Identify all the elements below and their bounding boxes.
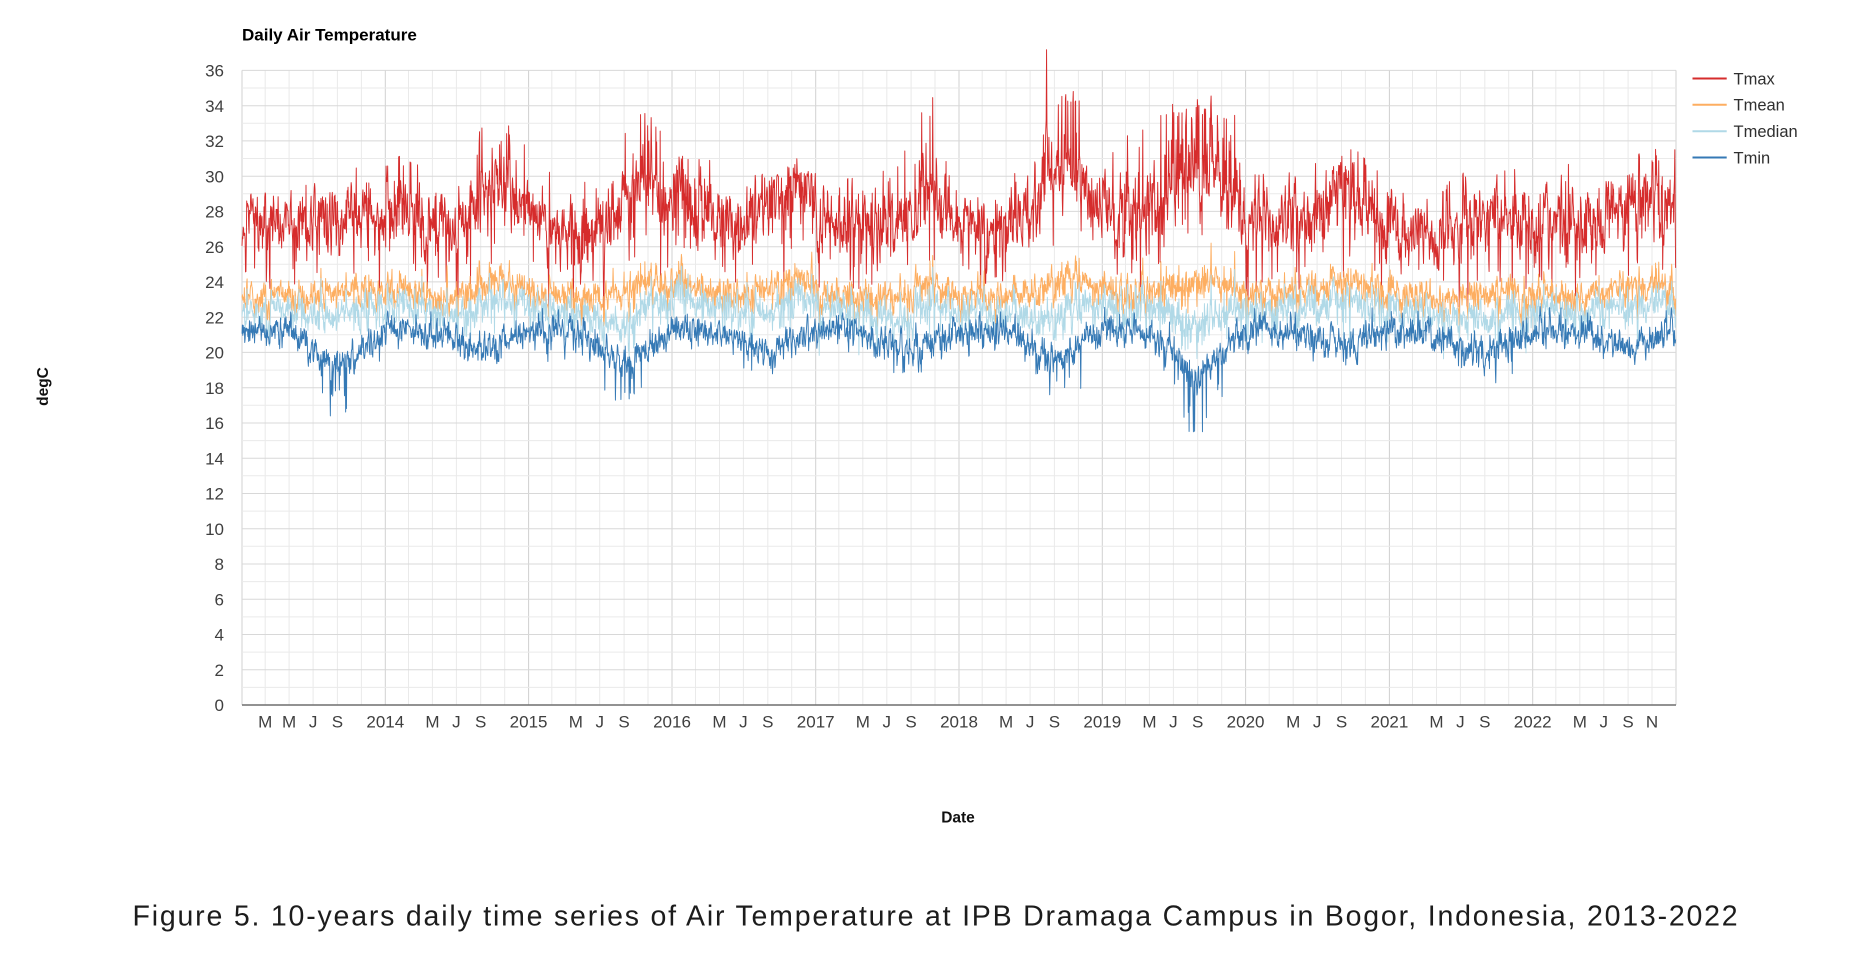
svg-text:30: 30 [205, 167, 224, 186]
svg-text:S: S [1049, 713, 1060, 732]
svg-text:18: 18 [205, 379, 224, 398]
svg-text:12: 12 [205, 485, 224, 504]
svg-text:J: J [452, 713, 461, 732]
svg-text:J: J [739, 713, 748, 732]
svg-text:Daily Air Temperature: Daily Air Temperature [242, 25, 417, 44]
svg-text:8: 8 [215, 555, 224, 574]
svg-text:M: M [1429, 713, 1443, 732]
svg-text:N: N [1646, 713, 1658, 732]
svg-text:M: M [1573, 713, 1587, 732]
svg-text:26: 26 [205, 238, 224, 257]
svg-text:2015: 2015 [510, 713, 548, 732]
svg-text:Figure 5. 10-years daily time: Figure 5. 10-years daily time series of … [133, 900, 1740, 932]
svg-text:J: J [1456, 713, 1465, 732]
svg-text:M: M [425, 713, 439, 732]
svg-text:S: S [1336, 713, 1347, 732]
svg-text:S: S [475, 713, 486, 732]
svg-text:Tmin: Tmin [1734, 149, 1771, 167]
svg-text:S: S [1479, 713, 1490, 732]
svg-text:J: J [883, 713, 892, 732]
svg-text:22: 22 [205, 308, 224, 327]
svg-text:28: 28 [205, 203, 224, 222]
svg-text:M: M [999, 713, 1013, 732]
svg-text:2018: 2018 [940, 713, 978, 732]
svg-text:34: 34 [205, 97, 224, 116]
svg-text:S: S [332, 713, 343, 732]
svg-text:0: 0 [215, 696, 224, 715]
svg-text:2021: 2021 [1370, 713, 1408, 732]
svg-text:M: M [712, 713, 726, 732]
svg-text:Tmedian: Tmedian [1734, 123, 1798, 141]
svg-text:36: 36 [205, 62, 224, 81]
svg-text:M: M [856, 713, 870, 732]
svg-text:2020: 2020 [1227, 713, 1265, 732]
svg-text:4: 4 [215, 626, 224, 645]
svg-text:S: S [1192, 713, 1203, 732]
svg-text:S: S [905, 713, 916, 732]
svg-text:M: M [569, 713, 583, 732]
svg-text:2019: 2019 [1083, 713, 1121, 732]
svg-text:Tmax: Tmax [1734, 70, 1776, 88]
svg-text:M: M [1286, 713, 1300, 732]
svg-text:J: J [309, 713, 318, 732]
svg-text:2017: 2017 [797, 713, 835, 732]
svg-text:S: S [762, 713, 773, 732]
svg-text:M: M [258, 713, 272, 732]
svg-text:J: J [595, 713, 604, 732]
svg-text:J: J [1313, 713, 1322, 732]
svg-text:24: 24 [205, 273, 224, 292]
svg-text:J: J [1026, 713, 1035, 732]
svg-text:16: 16 [205, 414, 224, 433]
svg-text:20: 20 [205, 344, 224, 363]
svg-text:2: 2 [215, 661, 224, 680]
svg-text:degC: degC [35, 367, 52, 406]
svg-text:10: 10 [205, 520, 224, 539]
svg-text:M: M [1142, 713, 1156, 732]
svg-text:2022: 2022 [1514, 713, 1552, 732]
svg-text:S: S [618, 713, 629, 732]
svg-text:S: S [1622, 713, 1633, 732]
svg-text:2016: 2016 [653, 713, 691, 732]
svg-text:M: M [282, 713, 296, 732]
svg-text:Date: Date [941, 809, 975, 826]
svg-text:32: 32 [205, 132, 224, 151]
svg-text:6: 6 [215, 590, 224, 609]
svg-text:2014: 2014 [366, 713, 404, 732]
svg-text:14: 14 [205, 449, 224, 468]
svg-text:Tmean: Tmean [1734, 97, 1785, 115]
svg-text:J: J [1600, 713, 1609, 732]
svg-text:J: J [1169, 713, 1178, 732]
